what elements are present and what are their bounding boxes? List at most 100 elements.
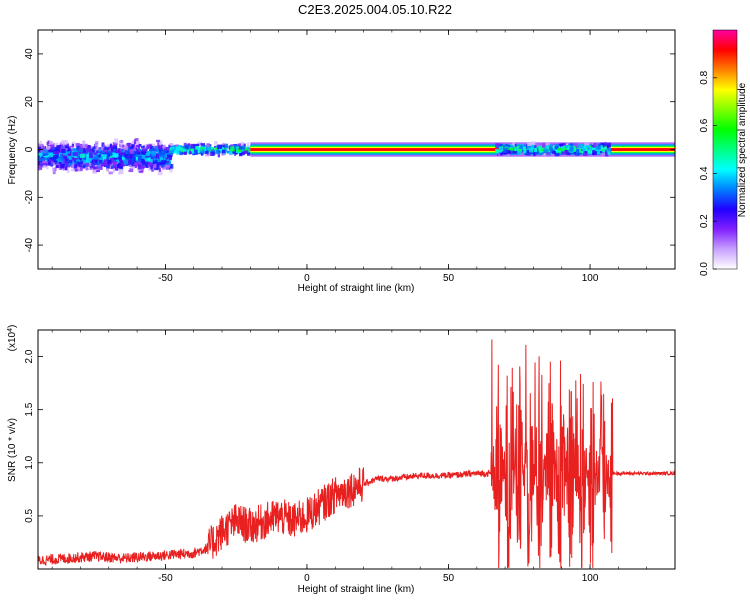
spectrogram-cell bbox=[240, 149, 245, 153]
spectrogram-cell bbox=[50, 160, 54, 164]
spectrogram-cell bbox=[38, 161, 41, 166]
spectrogram-cell bbox=[497, 145, 501, 149]
spectrogram-cell bbox=[157, 145, 162, 149]
spectrogram-cell bbox=[200, 147, 204, 152]
spectrogram-cell bbox=[140, 168, 144, 172]
spectrogram-cell bbox=[102, 161, 107, 167]
y-tick-label: 2.0 bbox=[24, 349, 35, 363]
spectrogram-cell bbox=[184, 151, 187, 155]
spectrogram-cell bbox=[74, 155, 78, 158]
spectrogram-cell bbox=[78, 162, 83, 168]
spectrogram-cell bbox=[55, 146, 59, 152]
spectrogram-cell bbox=[146, 151, 151, 157]
spectrogram-cell bbox=[222, 144, 226, 150]
spectrogram-cell bbox=[148, 161, 151, 166]
spectrogram-cell bbox=[136, 148, 142, 152]
spectrogram-cell bbox=[88, 162, 92, 167]
spectrogram-cell bbox=[149, 163, 153, 168]
spectrogram-cell bbox=[95, 141, 99, 144]
spectrogram-cell bbox=[82, 149, 87, 155]
spectrogram-cell bbox=[582, 148, 586, 151]
spectrogram-cell bbox=[159, 158, 164, 161]
spectrogram-cell bbox=[528, 147, 534, 153]
spectrogram-cell bbox=[53, 151, 58, 155]
spectrogram-cell bbox=[205, 150, 209, 154]
spectrogram-cell bbox=[106, 168, 109, 172]
spectrogram-cell bbox=[73, 164, 78, 169]
spectrogram-cell bbox=[122, 151, 125, 155]
spectrogram-cell bbox=[541, 153, 546, 156]
spectrogram-cell bbox=[129, 159, 132, 165]
spectrogram-cell bbox=[112, 157, 117, 160]
spectrogram-cell bbox=[42, 152, 45, 156]
spectrogram-cell bbox=[130, 156, 134, 159]
spectrogram-cell bbox=[136, 162, 141, 166]
colorbar-tick-label: 0.6 bbox=[699, 118, 710, 132]
spectrogram-cell bbox=[119, 155, 122, 160]
spectrogram-cell bbox=[79, 153, 85, 159]
spectrogram-cell bbox=[89, 149, 95, 153]
spectrogram-cell bbox=[179, 147, 183, 151]
spectrogram-cell bbox=[182, 148, 187, 152]
spectrogram-cell bbox=[72, 152, 75, 156]
spectrogram-cell bbox=[598, 148, 602, 153]
spectrogram-cell bbox=[38, 152, 43, 156]
spectrogram-cell bbox=[63, 162, 67, 167]
spectrogram-cell bbox=[587, 147, 592, 153]
spectrogram-cell bbox=[599, 150, 603, 154]
spectrogram-cell bbox=[509, 150, 512, 155]
spectrogram-cell bbox=[151, 151, 157, 157]
spectrogram-cell bbox=[154, 158, 158, 161]
spectrogram-cell bbox=[573, 151, 576, 155]
spectrogram-cell bbox=[112, 148, 116, 152]
spectrogram-cell bbox=[118, 153, 123, 156]
spectrogram-cell bbox=[190, 143, 194, 149]
spectrogram-cell bbox=[47, 154, 51, 158]
spectrogram-band bbox=[250, 148, 675, 151]
spectrogram-cell bbox=[187, 143, 190, 146]
spectrogram-cell bbox=[169, 150, 174, 155]
spectrogram-cell bbox=[137, 164, 142, 170]
spectrogram-cell bbox=[222, 149, 226, 154]
spectrogram-cell bbox=[93, 152, 97, 156]
spectrogram-cell bbox=[519, 144, 523, 150]
spectrogram-cell bbox=[69, 145, 74, 148]
spectrogram-cell bbox=[58, 161, 62, 165]
spectrogram-cell bbox=[230, 144, 235, 149]
spectrogram-cell bbox=[591, 144, 595, 148]
spectrogram-cell bbox=[148, 165, 151, 171]
spectrogram-cell bbox=[165, 157, 168, 162]
spectrogram-cell bbox=[607, 148, 611, 152]
spectrogram-cell bbox=[516, 148, 520, 152]
spectrogram-cell bbox=[156, 139, 160, 143]
spectrogram-cell bbox=[53, 152, 57, 157]
spectrogram-cell bbox=[135, 138, 139, 142]
spectrogram-cell bbox=[574, 151, 577, 154]
spectrogram-cell bbox=[102, 150, 106, 154]
spectrogram-cell bbox=[65, 165, 68, 171]
spectrogram-cell bbox=[153, 167, 159, 171]
spectrogram-cell bbox=[246, 151, 251, 156]
spectrogram-cell bbox=[544, 145, 549, 151]
spectrogram-cell bbox=[224, 143, 228, 148]
spectrogram-cell bbox=[133, 151, 138, 155]
snr-y-multiplier-base: (x10 bbox=[7, 331, 18, 351]
spectrogram-cell bbox=[200, 143, 206, 146]
spectrogram-cell bbox=[136, 142, 139, 146]
spectrogram-cell bbox=[114, 150, 117, 155]
spectrogram-cell bbox=[144, 144, 149, 147]
spectrogram-cell bbox=[550, 148, 555, 154]
spectrogram-cell bbox=[135, 157, 139, 160]
spectrogram-cell bbox=[203, 149, 207, 153]
spectrogram-cell bbox=[74, 152, 79, 157]
spectrogram-cell bbox=[166, 164, 170, 168]
spectrogram-cell bbox=[123, 159, 128, 165]
spectrogram-cell bbox=[547, 145, 550, 150]
spectrogram-cell bbox=[63, 150, 68, 156]
spectrogram-cell bbox=[237, 148, 242, 152]
spectrogram-cell bbox=[509, 145, 513, 148]
colorbar-tick-label: 0.0 bbox=[699, 262, 710, 276]
spectrogram-cell bbox=[131, 140, 136, 145]
spectrogram-cell bbox=[94, 166, 98, 170]
